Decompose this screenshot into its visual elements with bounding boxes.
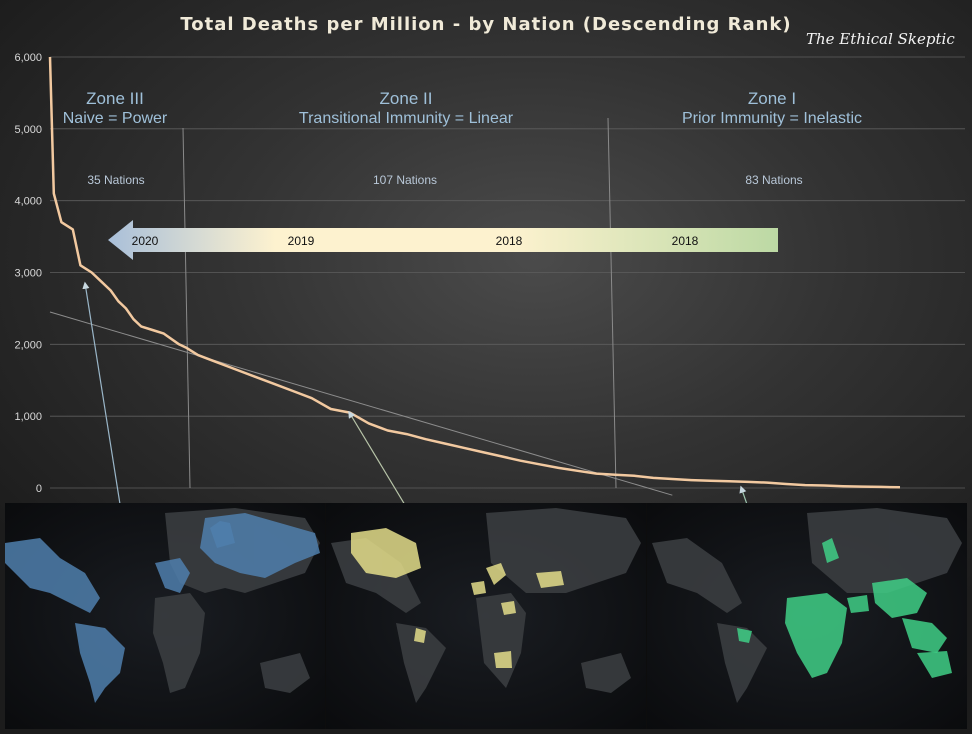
y-tick-label: 0 (36, 483, 42, 495)
zone2-countries (351, 528, 564, 668)
deaths-curve (48, 56, 901, 489)
y-tick-label: 5,000 (14, 124, 42, 136)
zone-1-subtitle: Prior Immunity = Inelastic (681, 110, 863, 127)
world-maps-strip (5, 503, 967, 729)
trend-line (49, 311, 673, 496)
zone-3-name: Zone III (86, 89, 144, 108)
arrow-label-2018-a: 2018 (496, 234, 523, 248)
zone-2-subtitle: Transitional Immunity = Linear (298, 110, 514, 127)
y-tick-label: 1,000 (14, 411, 42, 423)
world-map-zone1 (647, 503, 967, 729)
zone-2-count: 107 Nations (372, 173, 438, 187)
y-tick-label: 4,000 (14, 196, 42, 208)
world-map-zone2 (326, 503, 646, 729)
zone-1-count: 83 Nations (745, 173, 803, 187)
arrow-label-2020: 2020 (132, 234, 159, 248)
y-tick-label: 2,000 (14, 339, 42, 351)
chart-title: Total Deaths per Million - by Nation (De… (180, 14, 792, 35)
zone-3-count: 35 Nations (87, 173, 145, 187)
pointer-zone1 (739, 485, 748, 503)
world-map-zone3 (5, 503, 325, 729)
zone-3-subtitle: Naive = Power (62, 110, 168, 127)
arrow-label-2019: 2019 (288, 234, 315, 248)
timeline-arrow: 2020 2019 2018 2018 (108, 220, 778, 260)
pointer-zone3 (82, 281, 121, 503)
zone-divider-2 (607, 117, 617, 489)
brand-logo: The Ethical Skeptic (806, 30, 955, 48)
zone1-countries (737, 538, 952, 678)
y-tick-label: 3,000 (14, 268, 42, 280)
zone-1-label: Zone I Prior Immunity = Inelastic (652, 89, 892, 128)
world-map-zone2-svg (331, 508, 641, 703)
zone-divider-1 (182, 127, 191, 489)
pointer-zone2 (348, 410, 405, 503)
zone-2-name: Zone II (379, 89, 433, 108)
zone-2-label: Zone II Transitional Immunity = Linear (266, 89, 546, 128)
y-tick-label: 6,000 (14, 52, 42, 64)
world-map-zone1-svg (652, 508, 962, 703)
arrow-label-2018-b: 2018 (672, 234, 699, 248)
world-map-zone3-svg (5, 508, 320, 703)
zone-3-label: Zone III Naive = Power (45, 89, 185, 128)
zone-1-name: Zone I (747, 89, 797, 108)
zone3-countries (5, 513, 320, 703)
